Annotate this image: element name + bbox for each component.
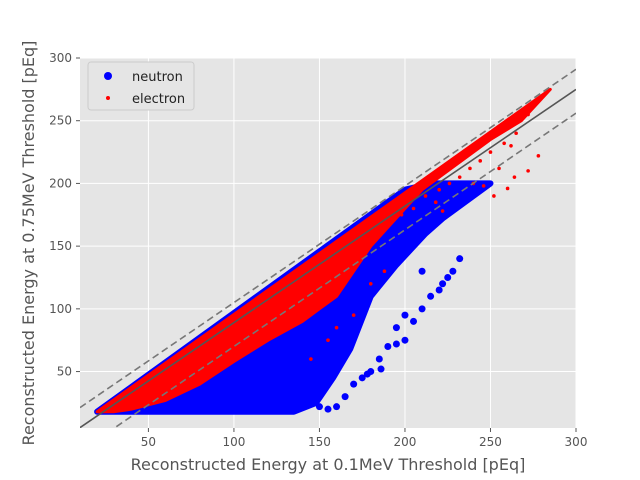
solid-reference-line [80, 88, 576, 428]
dashed-reference-line [80, 68, 576, 409]
x-tick-label: 250 [479, 435, 502, 449]
electron-point [411, 206, 416, 211]
electron-point [468, 166, 472, 171]
neutron-point [410, 317, 418, 325]
neutron-point [401, 311, 409, 319]
reference-lines [80, 68, 576, 428]
x-tick-label: 50 [141, 435, 156, 449]
neutron-point [427, 292, 435, 300]
electron-point-cloud [95, 87, 552, 414]
neutron-point [444, 273, 452, 281]
x-tick-label: 150 [308, 435, 331, 449]
y-tick-label: 100 [49, 302, 72, 316]
electron-point [447, 181, 452, 186]
electron-point [502, 141, 506, 146]
x-axis-label: Reconstructed Energy at 0.1MeV Threshold… [131, 455, 526, 474]
electron-point [440, 209, 445, 213]
y-tick-label: 300 [49, 51, 72, 65]
neutron-point [350, 380, 358, 388]
dashed-reference-line [112, 112, 576, 428]
neutron-point [375, 355, 383, 363]
neutron-point [363, 370, 371, 378]
neutron-point [392, 324, 400, 332]
y-tick-label: 50 [57, 365, 72, 379]
electron-point [399, 212, 404, 217]
neutron-point [341, 393, 349, 401]
neutron-point [418, 267, 426, 275]
electron-point [309, 357, 313, 361]
y-tick-label: 200 [49, 176, 72, 190]
electron-point [300, 294, 305, 299]
electron-point [382, 269, 387, 274]
neutron-point [315, 403, 323, 411]
electron-point [368, 281, 373, 286]
neutron-point [435, 286, 443, 294]
series-electron [95, 87, 552, 414]
electron-point [481, 184, 486, 188]
electron-point [266, 325, 270, 330]
x-tick-label: 300 [565, 435, 588, 449]
electron-point [478, 159, 483, 163]
electron-point [497, 166, 501, 171]
electron-point [433, 200, 438, 205]
neutron-point [456, 255, 464, 263]
y-axis-label: Reconstructed Energy at 0.75MeV Threshol… [19, 41, 38, 446]
electron-point [488, 150, 493, 154]
legend-box [87, 61, 195, 111]
electron-point [423, 194, 428, 198]
electron-point [326, 338, 330, 343]
electron-point [505, 186, 510, 191]
tick-labels: 50 100 150 200 250 300 50 100 150 200 250 300 [49, 51, 587, 449]
y-tick-label: 250 [49, 114, 72, 128]
data-layer [94, 87, 552, 415]
electron-point [351, 313, 356, 317]
electron-point [509, 143, 513, 148]
x-tick-label: 100 [222, 435, 245, 449]
legend-marker-neutron [104, 72, 112, 80]
y-tick-label: 150 [49, 239, 72, 253]
neutron-point [377, 365, 385, 373]
electron-point [232, 357, 236, 361]
neutron-point [418, 305, 426, 313]
electron-point [457, 175, 462, 179]
electron-point [526, 169, 530, 173]
neutron-point [324, 405, 332, 413]
electron-point [437, 187, 441, 192]
electron-point [536, 154, 541, 158]
legend-label-neutron: neutron [132, 70, 183, 85]
legend: neutron electron [87, 61, 195, 111]
neutron-point [401, 336, 409, 344]
electron-point [512, 175, 517, 179]
neutron-point [439, 280, 447, 288]
x-tick-label: 200 [394, 435, 417, 449]
legend-marker-electron [106, 96, 110, 100]
electron-point [492, 194, 496, 198]
legend-label-electron: electron [132, 92, 185, 107]
neutron-point [307, 399, 315, 407]
electron-point [334, 325, 339, 330]
neutron-point [333, 403, 341, 411]
electron-point [514, 131, 518, 136]
neutron-point [384, 342, 392, 350]
electron-point [526, 112, 530, 117]
electron-point [249, 342, 253, 346]
neutron-point [358, 374, 366, 382]
neutron-point [449, 267, 457, 275]
neutron-point [392, 340, 400, 348]
